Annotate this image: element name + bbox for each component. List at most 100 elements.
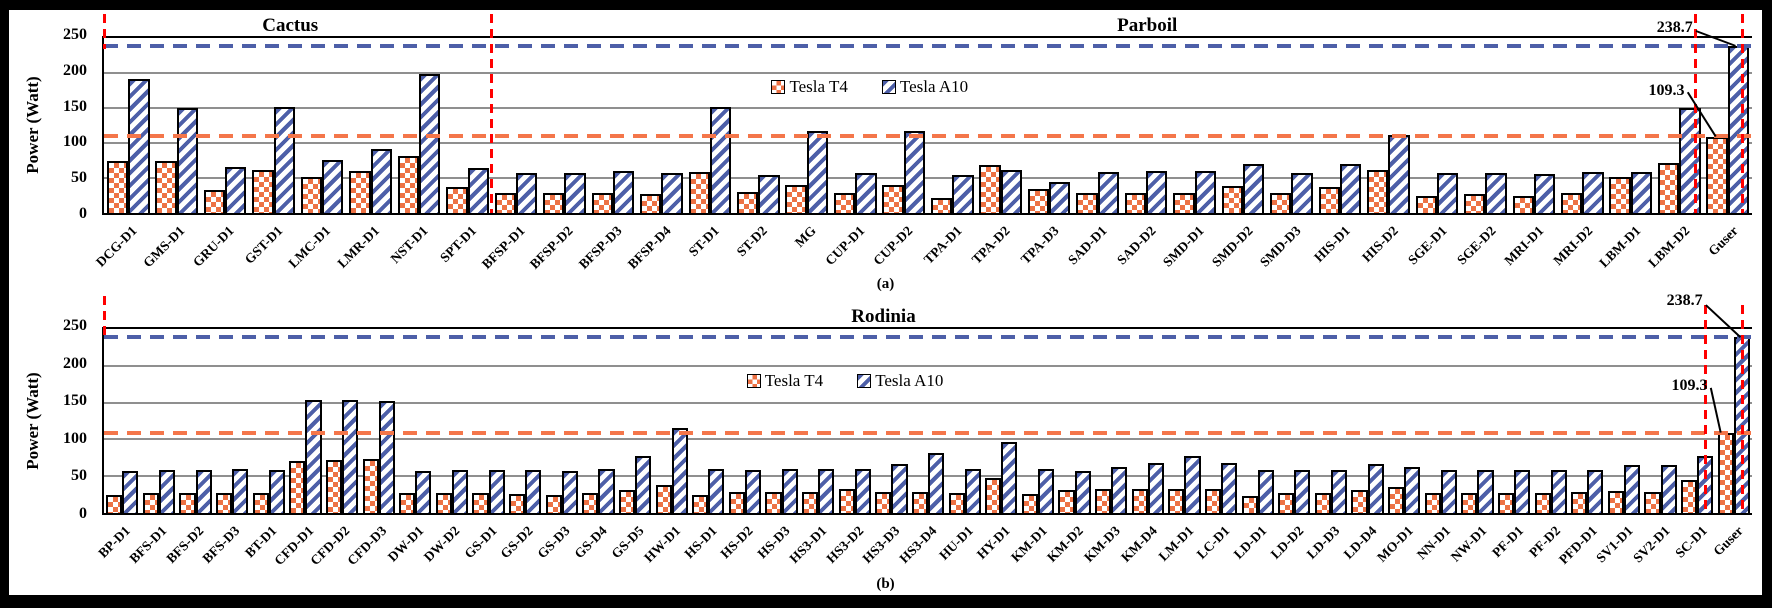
bar-tesla-a10 <box>467 167 489 213</box>
bar-tesla-t4 <box>1076 193 1098 213</box>
bar-group <box>1716 329 1753 513</box>
bar-group <box>1313 329 1350 513</box>
bar-tesla-t4 <box>1241 496 1258 513</box>
x-tick-label: LM-D1 <box>1155 523 1197 564</box>
bar-tesla-t4 <box>591 192 613 213</box>
bar-tesla-a10 <box>744 469 762 513</box>
y-tick-label: 200 <box>63 61 87 79</box>
bar-group <box>653 329 690 513</box>
suite-title-rodinia: Rodinia <box>851 306 916 327</box>
bar-tesla-a10 <box>1630 172 1653 213</box>
panel-label-b: (b) <box>876 576 895 592</box>
legend-item-tesla-t4: Tesla T4 <box>771 77 848 97</box>
stripe-swatch-icon <box>857 374 872 389</box>
bar-group <box>734 38 782 213</box>
y-tick-label: 100 <box>63 429 87 447</box>
bar-tesla-a10 <box>515 173 538 213</box>
x-tick-label: DW-D2 <box>421 523 463 565</box>
legend: Tesla T4 Tesla A10 <box>771 77 968 97</box>
x-tick-label: GS-D4 <box>571 523 610 562</box>
legend-label: Tesla T4 <box>764 371 824 391</box>
x-tick-label: PF-D1 <box>1488 523 1527 561</box>
bar-tesla-t4 <box>435 493 452 513</box>
bar-tesla-t4 <box>1497 493 1515 513</box>
bar-tesla-t4 <box>875 492 892 513</box>
plot-area: Rodinia 238.7 109.3 Tesla T4 Tesla A10 <box>102 292 1753 515</box>
ref-line-238.7 <box>104 335 1752 340</box>
bar-tesla-t4 <box>737 192 759 213</box>
bar-tesla-a10 <box>232 468 249 513</box>
bar-tesla-a10 <box>564 173 586 213</box>
x-tick-label: GS-D2 <box>497 523 537 562</box>
suite-title-parboil: Parboil <box>1117 15 1178 36</box>
bar-group <box>1364 38 1412 213</box>
bar-group <box>1606 329 1643 513</box>
bar-group <box>104 329 141 513</box>
bar-tesla-a10 <box>1111 466 1128 513</box>
bar-group <box>251 329 288 513</box>
bar-group <box>360 329 397 513</box>
bar-tesla-a10 <box>1440 470 1457 513</box>
bar-tesla-t4 <box>1657 162 1680 213</box>
bar-tesla-t4 <box>1173 193 1195 213</box>
bar-group <box>783 38 831 213</box>
bar-tesla-a10 <box>1146 171 1168 213</box>
y-tick-label: 100 <box>63 133 87 151</box>
bar-group <box>983 329 1020 513</box>
bar-group <box>1496 329 1533 513</box>
bar-tesla-a10 <box>1339 164 1362 213</box>
bar-tesla-a10 <box>1533 173 1556 213</box>
y-tick-label: 250 <box>63 317 87 334</box>
bar-tesla-a10 <box>964 468 981 513</box>
bar-tesla-t4 <box>1351 490 1368 513</box>
bar-tesla-a10 <box>1049 181 1071 213</box>
x-tick-label: SC-D1 <box>1671 523 1710 561</box>
bar-tesla-a10 <box>378 401 395 513</box>
bar-group <box>1459 329 1496 513</box>
bar-tesla-a10 <box>1485 173 1507 213</box>
panel-label-a: (a) <box>876 276 895 292</box>
bar-group <box>1239 329 1276 513</box>
bar-tesla-t4 <box>142 493 159 513</box>
bar-tesla-t4 <box>300 176 323 213</box>
bar-tesla-t4 <box>1021 493 1038 513</box>
bar-tesla-a10 <box>671 427 688 513</box>
x-tick-label: LD-D3 <box>1304 523 1343 562</box>
bar-tesla-a10 <box>370 148 392 213</box>
bar-tesla-a10 <box>903 131 926 213</box>
bar-tesla-a10 <box>1147 462 1164 513</box>
bar-group <box>910 329 947 513</box>
bar-group <box>1569 329 1606 513</box>
bar-tesla-t4 <box>948 493 965 513</box>
bar-tesla-t4 <box>203 189 226 213</box>
ref-line-109.3 <box>104 134 1752 139</box>
bar-group <box>397 329 434 513</box>
bar-tesla-t4 <box>543 193 565 213</box>
bar-tesla-t4 <box>1221 186 1244 213</box>
suite-separator <box>1704 305 1708 513</box>
bar-tesla-a10 <box>855 173 877 213</box>
bar-group <box>1642 329 1679 513</box>
annotation-238.7: 238.7 <box>1666 292 1703 310</box>
bar-tesla-a10 <box>1243 164 1265 213</box>
bar-tesla-a10 <box>322 159 344 213</box>
bar-group <box>152 38 200 213</box>
bar-tesla-t4 <box>1270 193 1292 213</box>
bar-group <box>324 329 361 513</box>
bar-tesla-a10 <box>176 108 199 213</box>
bar-tesla-a10 <box>1550 470 1567 513</box>
y-tick-label: 50 <box>71 467 87 485</box>
x-tick-label: HS3-D4 <box>896 523 940 566</box>
bar-tesla-a10 <box>305 400 322 513</box>
x-tick-label: GS-D3 <box>534 523 573 562</box>
bar-tesla-t4 <box>688 172 710 213</box>
bar-tesla-t4 <box>494 193 516 213</box>
bar-group <box>298 38 346 213</box>
legend-item-tesla-a10: Tesla A10 <box>881 77 968 97</box>
bar-tesla-t4 <box>765 492 782 513</box>
bar-group <box>1532 329 1569 513</box>
x-tick-label: CFD-D2 <box>307 523 353 569</box>
bar-group <box>690 329 727 513</box>
bar-tesla-t4 <box>397 156 420 213</box>
bar-group <box>1679 329 1716 513</box>
